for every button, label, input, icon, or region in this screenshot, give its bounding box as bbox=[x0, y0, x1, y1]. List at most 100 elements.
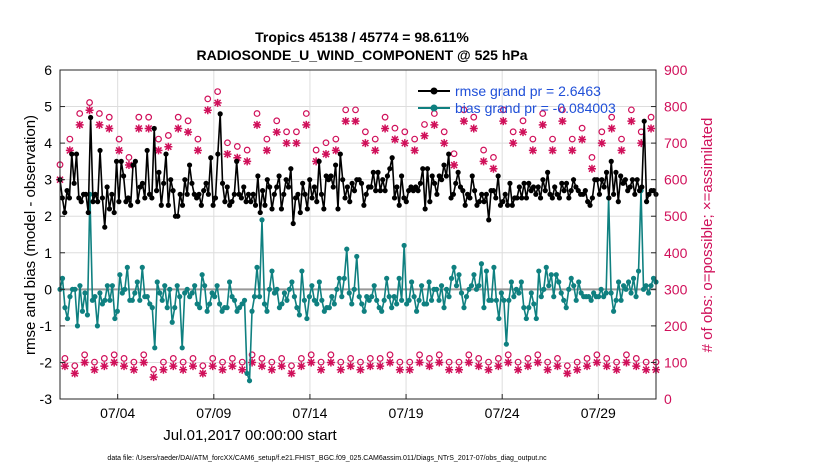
obs-possible-marker bbox=[288, 362, 295, 370]
obs-assimilated-marker bbox=[193, 146, 202, 155]
plot-area bbox=[60, 70, 656, 399]
rmse-point bbox=[255, 173, 261, 179]
obs-assimilated-marker bbox=[317, 365, 326, 374]
rmse-point bbox=[201, 188, 207, 194]
bias-point bbox=[448, 275, 455, 281]
rmse-point bbox=[238, 195, 244, 201]
obs-assimilated-marker bbox=[592, 358, 601, 367]
bias-point bbox=[207, 301, 213, 307]
obs-possible-marker bbox=[524, 355, 532, 362]
obs-assimilated-marker bbox=[302, 120, 311, 129]
rmse-point bbox=[424, 166, 431, 172]
bias-point bbox=[573, 297, 579, 303]
bias-point bbox=[451, 264, 457, 270]
rmse-point bbox=[69, 151, 75, 157]
y-left-tick-label: 3 bbox=[44, 172, 52, 188]
obs-assimilated-marker bbox=[543, 365, 552, 374]
rmse-point bbox=[608, 158, 614, 164]
obs-assimilated-marker bbox=[238, 365, 247, 374]
bias-point bbox=[274, 286, 280, 292]
rmse-point bbox=[460, 188, 466, 194]
rmse-point bbox=[639, 184, 645, 190]
obs-possible-marker bbox=[140, 351, 148, 359]
rmse-point bbox=[450, 191, 457, 197]
bias-point bbox=[331, 301, 337, 307]
rmse-point bbox=[613, 169, 619, 175]
series-lines bbox=[57, 111, 659, 384]
obs-possible-marker bbox=[568, 135, 576, 143]
obs-assimilated-marker bbox=[356, 365, 365, 374]
rmse-point bbox=[601, 184, 607, 190]
obs-assimilated-marker bbox=[321, 150, 330, 159]
bias-point bbox=[443, 286, 450, 292]
rmse-point bbox=[300, 180, 306, 186]
bias-point bbox=[526, 305, 532, 311]
bias-point bbox=[209, 290, 215, 296]
rmse-point bbox=[274, 184, 280, 190]
axis-ticks: 6 5 4 3 2 1 0 -1 -2 -3 900 800 700 600 500 400 300 200 100… bbox=[40, 62, 688, 421]
obs-assimilated-marker bbox=[257, 362, 266, 371]
obs-possible-marker bbox=[150, 366, 157, 373]
rmse-point bbox=[297, 209, 303, 216]
rmse-point bbox=[170, 188, 176, 194]
rmse-point bbox=[443, 173, 449, 179]
obs-assimilated-marker bbox=[233, 153, 242, 162]
bias-point bbox=[214, 283, 220, 289]
y-left-tick-label: 0 bbox=[44, 281, 52, 297]
rmse-point bbox=[318, 191, 325, 197]
bias-point bbox=[124, 264, 130, 270]
bias-point bbox=[401, 242, 407, 249]
bias-point bbox=[471, 272, 477, 278]
obs-assimilated-marker bbox=[371, 146, 380, 155]
bias-point bbox=[423, 301, 430, 307]
bias-point bbox=[620, 283, 627, 289]
rmse-point bbox=[203, 180, 209, 186]
bias-point bbox=[613, 297, 619, 303]
bias-point bbox=[216, 301, 223, 307]
bias-point bbox=[463, 294, 470, 300]
rmse-point bbox=[90, 199, 96, 205]
bias-point bbox=[386, 294, 392, 300]
obs-assimilated-marker bbox=[203, 106, 212, 115]
bias-point bbox=[77, 283, 83, 289]
obs-possible-marker bbox=[544, 358, 552, 366]
y-left-tick-label: 4 bbox=[44, 135, 52, 151]
rmse-point bbox=[262, 202, 268, 208]
bias-point bbox=[119, 290, 125, 296]
rmse-point bbox=[420, 166, 426, 172]
obs-possible-marker bbox=[647, 113, 655, 121]
obs-assimilated-marker bbox=[558, 117, 567, 126]
bias-point bbox=[615, 279, 622, 285]
rmse-point bbox=[151, 125, 157, 132]
obs-assimilated-marker bbox=[218, 365, 227, 374]
obs-assimilated-marker bbox=[627, 117, 636, 126]
obs-possible-marker bbox=[371, 135, 379, 143]
bias-point bbox=[416, 297, 422, 303]
obs-assimilated-marker bbox=[159, 365, 168, 374]
rmse-point bbox=[472, 188, 478, 194]
bias-point bbox=[635, 268, 642, 274]
obs-assimilated-marker bbox=[95, 120, 104, 129]
rmse-point bbox=[398, 173, 405, 179]
bias-point bbox=[558, 290, 564, 296]
obs-assimilated-marker bbox=[494, 362, 503, 371]
rmse-point bbox=[429, 173, 435, 179]
obs-possible-marker bbox=[583, 355, 591, 362]
rmse-point bbox=[281, 191, 287, 197]
obs-assimilated-marker bbox=[602, 362, 611, 371]
bias-point bbox=[551, 294, 557, 300]
rmse-point bbox=[344, 184, 350, 190]
bias-point bbox=[199, 272, 205, 278]
obs-possible-marker bbox=[632, 355, 640, 362]
bias-point bbox=[648, 283, 654, 289]
obs-possible-marker bbox=[174, 113, 182, 121]
bias-point bbox=[94, 323, 101, 329]
rmse-point bbox=[59, 195, 65, 201]
bias-point bbox=[326, 305, 332, 311]
obs-assimilated-marker bbox=[504, 358, 513, 367]
bias-point bbox=[643, 283, 649, 289]
bias-point bbox=[404, 301, 410, 307]
obs-assimilated-marker bbox=[198, 369, 207, 378]
obs-possible-marker bbox=[155, 135, 162, 143]
bias-point bbox=[596, 294, 602, 300]
